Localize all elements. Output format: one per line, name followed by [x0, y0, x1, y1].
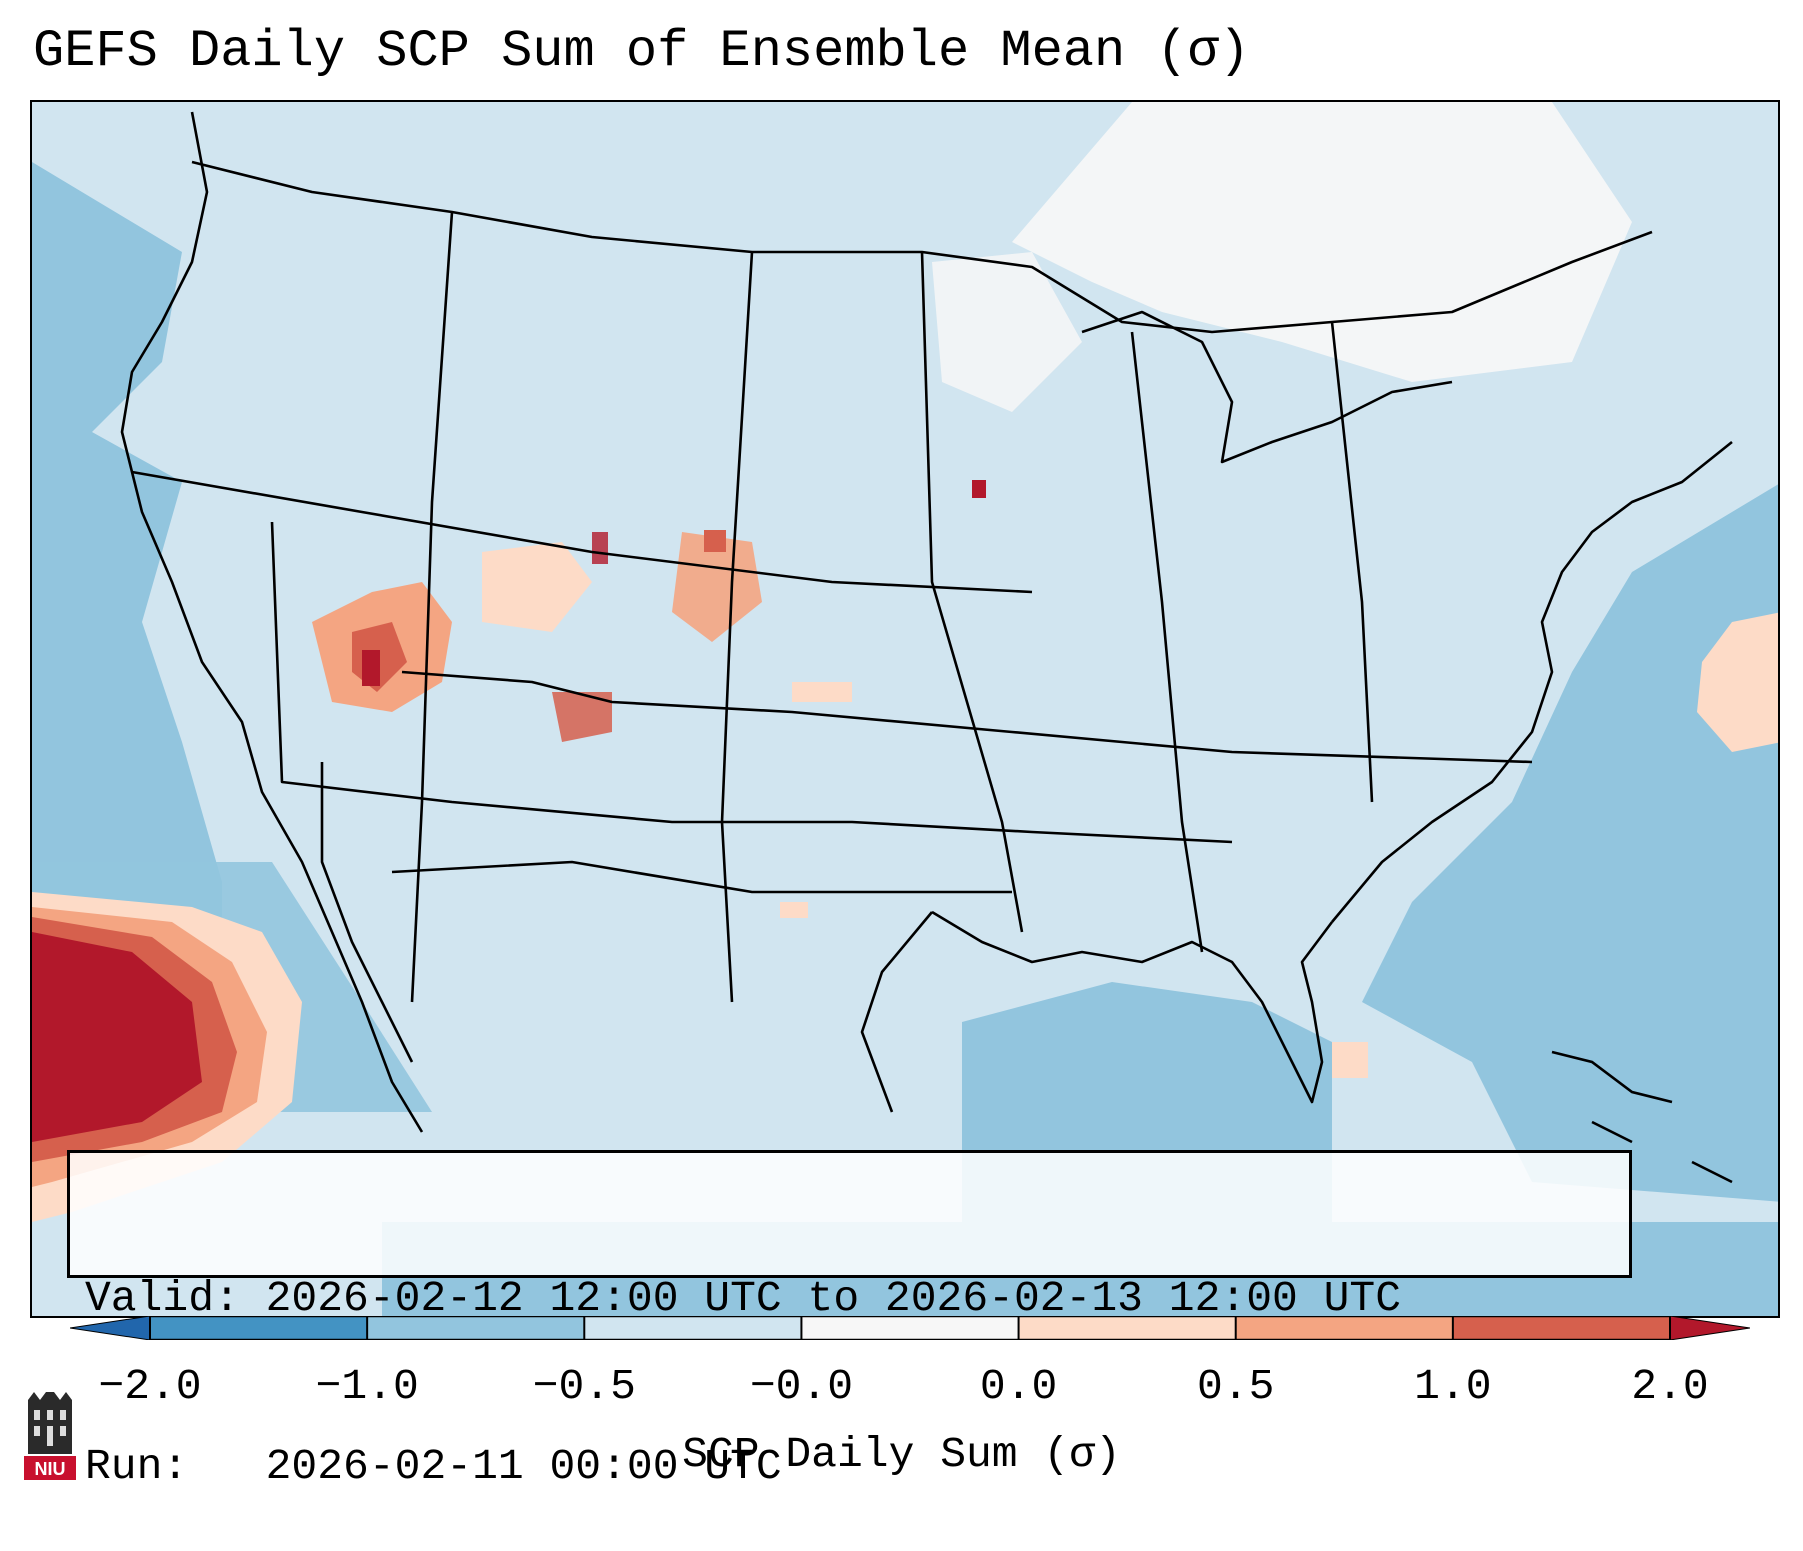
- colorbar-tick-label: 1.0: [1414, 1362, 1492, 1411]
- baja-coast: [320, 762, 414, 1063]
- pacific-low-band: [32, 162, 222, 942]
- atlantic-coast: [1331, 440, 1733, 923]
- north-south-divider-3: [920, 251, 1024, 933]
- colorado-positive-b: [672, 532, 762, 642]
- colorbar: [70, 1316, 1750, 1340]
- colorbar-label: SCP Daily Sum (σ): [682, 1430, 1121, 1479]
- map-canvas: [32, 102, 1778, 1316]
- colorbar-tick-label: −1.0: [315, 1362, 419, 1411]
- colorbar-bin: [367, 1316, 585, 1340]
- south-states-line: [391, 860, 1012, 894]
- colorbar-tick-label: −0.0: [749, 1362, 854, 1411]
- north-south-divider-5: [1330, 321, 1374, 803]
- colorado-red-cell: [592, 532, 608, 564]
- colorbar-bin: [1235, 1316, 1454, 1340]
- north-south-divider-2: [720, 251, 754, 1003]
- colorbar-over-extension: [1669, 1316, 1750, 1340]
- caribbean-islands: [1551, 1050, 1733, 1184]
- colorbar-tick-label: −0.5: [532, 1362, 636, 1411]
- west-states-line: [131, 470, 1033, 594]
- us-west-coast: [120, 111, 424, 1133]
- great-lakes-outline: [1081, 310, 1453, 464]
- colorbar-tick-label: 0.0: [979, 1362, 1058, 1411]
- north-south-divider-1: [410, 211, 454, 1003]
- colorbar-tick-label: 0.5: [1196, 1362, 1275, 1411]
- run-time-text: Run: 2026-02-11 00:00 UTC: [85, 1442, 782, 1491]
- niu-logo-text: NIU: [35, 1459, 66, 1479]
- minnesota-neutral-patch: [932, 252, 1082, 412]
- map-title: GEFS Daily SCP Sum of Ensemble Mean (σ): [33, 22, 1250, 81]
- niu-logo-icon: NIU: [24, 1392, 76, 1480]
- colorbar-bin: [584, 1316, 802, 1340]
- florida-positive-cell: [1332, 1042, 1368, 1078]
- colorado-positive-a: [482, 542, 592, 632]
- canada-neutral-area: [1012, 102, 1632, 382]
- kansas-positive-cell: [792, 682, 852, 702]
- atlantic-positive-patch: [1697, 612, 1778, 752]
- utah-max-cell: [362, 650, 380, 686]
- new-mexico-positive: [552, 692, 612, 742]
- texas-coast: [860, 911, 933, 1113]
- colorbar-bin: [150, 1316, 368, 1340]
- colorado-red-cell-2: [704, 530, 726, 552]
- colorbar-under-extension: [70, 1316, 151, 1340]
- gulf-coast: [931, 910, 1334, 1104]
- colorbar-bin: [801, 1316, 1020, 1340]
- iowa-red-cell: [972, 480, 986, 498]
- central-states-line: [270, 521, 1233, 844]
- valid-run-info-box: Valid: 2026-02-12 12:00 UTC to 2026-02-1…: [67, 1150, 1632, 1491]
- north-south-divider-4: [1130, 331, 1204, 953]
- texas-positive-cell: [780, 902, 808, 918]
- colorbar-tick-label: 2.0: [1631, 1362, 1709, 1411]
- colorbar-tick-label: −2.0: [98, 1362, 202, 1411]
- valid-time-text: Valid: 2026-02-12 12:00 UTC to 2026-02-1…: [85, 1274, 1402, 1323]
- colorbar-bin: [1452, 1316, 1671, 1340]
- map-panel[interactable]: [30, 100, 1780, 1318]
- colorbar-bin: [1018, 1316, 1237, 1340]
- atlantic-low-band: [1362, 484, 1778, 1202]
- four-corners-line: [401, 670, 1533, 764]
- baja-anomaly-core: [32, 932, 202, 1142]
- coastlines-borders: [120, 111, 1733, 1133]
